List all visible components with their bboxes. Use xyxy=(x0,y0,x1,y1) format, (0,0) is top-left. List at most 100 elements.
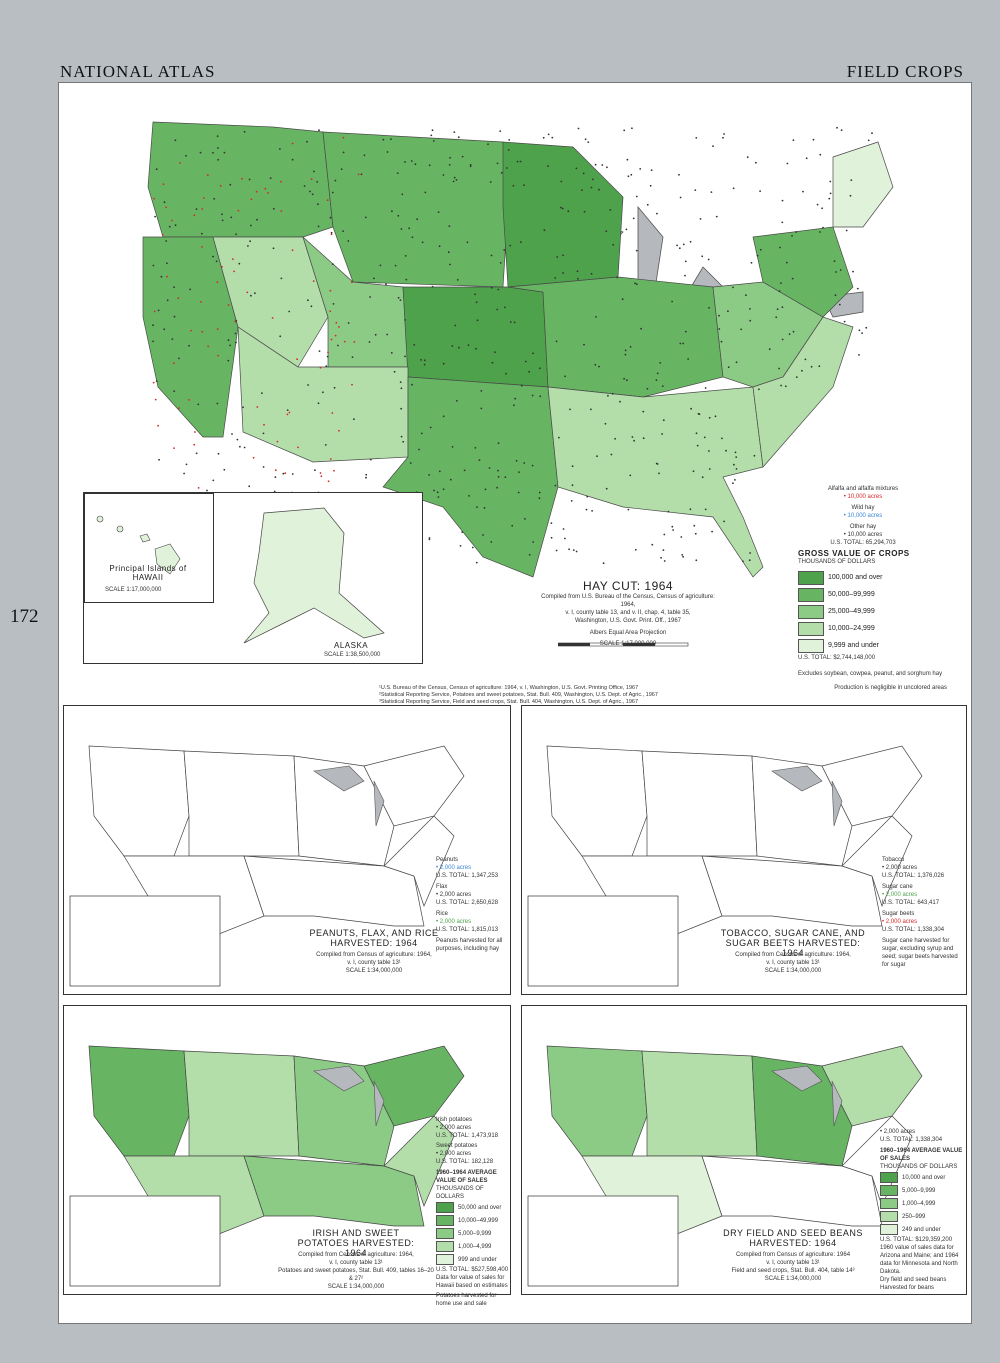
hay-dot xyxy=(193,214,196,217)
hay-dot xyxy=(819,231,821,233)
hay-dot xyxy=(594,363,597,366)
hay-dot xyxy=(656,372,659,375)
tobacco-title: TOBACCO, SUGAR CANE, AND SUGAR BEETS HAR… xyxy=(720,928,866,958)
hay-dot xyxy=(207,345,210,348)
hay-dot xyxy=(562,528,565,530)
island-maui xyxy=(139,533,151,543)
hay-dot xyxy=(351,383,353,386)
hay-dot xyxy=(291,473,294,475)
hay-dot xyxy=(397,214,400,217)
hay-map-svg xyxy=(142,121,894,578)
hay-dot xyxy=(680,536,683,538)
hay-dot xyxy=(152,264,155,267)
hay-dot xyxy=(171,219,173,222)
hay-dot xyxy=(254,292,256,295)
hay-dot xyxy=(188,344,190,347)
hay-dot xyxy=(291,249,294,252)
hay-dot xyxy=(849,194,852,197)
hay-dot xyxy=(708,450,710,452)
hay-dot xyxy=(735,456,738,458)
legend-total: U.S. TOTAL: $527,598,400 xyxy=(436,1267,509,1273)
legend-irish-total: U.S. TOTAL: 1,473,918 xyxy=(436,1133,499,1139)
hay-dot xyxy=(496,308,499,311)
hay-dot xyxy=(554,484,557,487)
hay-dot xyxy=(451,345,454,347)
hay-dot xyxy=(513,321,516,324)
hay-dot xyxy=(695,559,698,562)
hay-dot xyxy=(166,275,168,278)
hay-dot xyxy=(386,151,389,153)
hay-source-line: v. I, county table 13, and v. II, chap. … xyxy=(565,610,691,616)
hay-dot xyxy=(632,217,635,220)
region-plains xyxy=(183,750,300,857)
symbol-alfalfa: Alfalfa and alfalfa mixtures xyxy=(827,486,899,492)
hay-dot xyxy=(694,532,697,535)
hay-dot xyxy=(396,172,399,174)
potatoes-legend: Irish potatoes • 2,000 acres U.S. TOTAL:… xyxy=(436,1116,510,1308)
hay-dot xyxy=(584,138,587,141)
hay-dot xyxy=(317,402,320,405)
hay-dot xyxy=(558,436,560,439)
legend-sugarcane-value: • 2,000 acres xyxy=(882,892,918,898)
hay-dot xyxy=(327,351,329,354)
great-lakes xyxy=(771,765,843,827)
hay-dot xyxy=(263,423,265,426)
hay-dot xyxy=(166,262,168,265)
legend-note: Harvested for beans xyxy=(880,1285,935,1291)
hay-dot xyxy=(351,356,354,358)
hay-dot xyxy=(368,341,371,343)
hay-dot xyxy=(183,472,185,475)
region-southeast xyxy=(547,386,764,578)
hay-dot xyxy=(829,180,832,183)
hay-dot xyxy=(784,385,787,388)
hay-dot xyxy=(474,447,477,449)
hay-dot xyxy=(272,247,275,250)
hay-dot xyxy=(157,424,159,427)
hawaii-alaska-inset: Principal Islands of HAWAII SCALE 1:17,0… xyxy=(83,492,423,664)
source-note: ²Statistical Reporting Service, Potatoes… xyxy=(379,692,658,698)
hay-dot xyxy=(480,390,483,392)
hay-dot xyxy=(626,158,629,161)
hay-dot xyxy=(624,353,627,356)
hay-dot xyxy=(338,429,340,432)
hay-dot xyxy=(333,469,335,472)
legend-rice: Rice xyxy=(436,911,449,917)
hay-dot xyxy=(694,189,697,191)
hay-dot xyxy=(365,473,368,476)
hay-dot xyxy=(834,294,837,297)
hay-dot xyxy=(357,173,360,176)
hay-dot xyxy=(523,462,526,464)
hay-dot xyxy=(822,226,824,229)
legend-item: 250–999 xyxy=(880,1210,966,1223)
region-northwest xyxy=(147,121,334,238)
state-regions xyxy=(142,121,894,578)
hay-dot xyxy=(749,319,752,322)
hay-dot xyxy=(373,277,375,280)
hay-dot xyxy=(469,164,472,166)
hay-dot xyxy=(286,413,289,416)
hay-dot xyxy=(693,524,696,527)
hay-dot xyxy=(708,416,711,419)
hay-dot xyxy=(428,474,430,476)
hay-dot xyxy=(410,160,413,162)
hay-dot xyxy=(353,341,356,343)
region-west xyxy=(546,1045,648,1157)
tobacco-panel: TOBACCO, SUGAR CANE, AND SUGAR BEETS HAR… xyxy=(521,705,967,995)
hay-dot xyxy=(161,234,164,236)
legend-flax-value: • 2,000 acres xyxy=(436,892,472,898)
hay-dot xyxy=(662,419,665,422)
hay-dot xyxy=(335,321,338,324)
hay-dot xyxy=(252,456,255,459)
hay-dot xyxy=(453,176,456,179)
legend-rice-value: • 2,000 acres xyxy=(436,919,472,925)
hay-dot xyxy=(758,388,760,391)
hay-dot xyxy=(634,548,637,551)
legend-irish: Irish potatoes xyxy=(436,1117,473,1123)
hay-dot xyxy=(342,136,345,139)
hay-dot xyxy=(607,394,609,397)
hay-dot xyxy=(649,184,652,187)
hawaii-inset: Principal Islands of HAWAII SCALE 1:17,0… xyxy=(84,493,214,603)
hay-dot xyxy=(311,193,314,196)
hay-dot xyxy=(699,218,702,220)
hay-dot xyxy=(640,327,642,330)
